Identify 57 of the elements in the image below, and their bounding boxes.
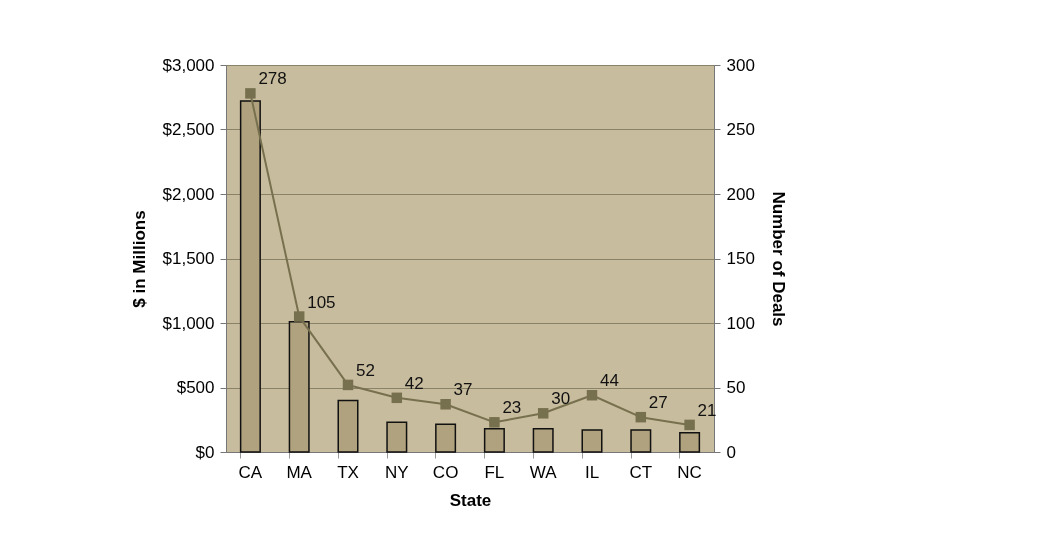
x-tick-label: NY — [384, 462, 409, 482]
data-label: 21 — [697, 400, 717, 420]
data-label: 42 — [404, 373, 424, 393]
y2-tick-label: 50 — [726, 378, 746, 397]
bar — [435, 423, 457, 453]
x-tick-label: TX — [337, 462, 359, 482]
y-tick-label: $500 — [176, 378, 215, 397]
bar — [337, 399, 359, 453]
data-label: 278 — [258, 69, 287, 89]
data-label: 23 — [502, 398, 522, 418]
bar — [532, 428, 554, 453]
y2-tick-label: 200 — [726, 184, 755, 204]
y-tick-label: $0 — [195, 442, 215, 462]
point — [293, 311, 305, 322]
bar — [679, 431, 701, 453]
y-tick-label: $2,500 — [162, 120, 215, 139]
bar — [288, 320, 310, 453]
data-label: 37 — [453, 380, 473, 400]
x-tick-label: WA — [529, 462, 558, 482]
y-tick-label: $2,000 — [162, 184, 215, 204]
y-tick-label: $3,000 — [162, 55, 215, 75]
x-tick-label: CT — [629, 462, 653, 482]
y-tick-label: $1,000 — [162, 313, 215, 333]
x-axis-title: State — [449, 490, 492, 510]
bar — [630, 429, 652, 453]
point — [586, 390, 598, 401]
x-tick-label: CO — [432, 462, 459, 482]
y2-tick-label: 100 — [726, 313, 755, 333]
x-tick-label: NC — [677, 462, 702, 482]
x-tick-label: MA — [286, 462, 313, 482]
data-label: 27 — [648, 393, 668, 413]
data-label: 30 — [551, 389, 571, 409]
point — [684, 419, 695, 431]
y2-axis-title: Number of Deals — [768, 191, 788, 327]
y2-tick-label: 300 — [726, 55, 755, 75]
y2-tick-label: 150 — [726, 249, 755, 268]
y2-tick-label: 0 — [726, 442, 736, 462]
x-tick-label: CA — [238, 462, 263, 482]
y2-tick-label: 250 — [726, 120, 755, 139]
x-tick-label: FL — [484, 462, 505, 482]
point — [537, 408, 549, 419]
point — [391, 392, 403, 404]
data-label: 52 — [356, 360, 375, 380]
x-tick-label: IL — [584, 462, 600, 482]
bar — [386, 421, 408, 453]
data-label: 44 — [600, 371, 619, 391]
point — [489, 417, 500, 428]
y-tick-label: $1,500 — [162, 249, 215, 268]
data-label: 105 — [307, 292, 336, 312]
bar — [483, 428, 505, 453]
point — [635, 411, 647, 423]
bar — [239, 100, 261, 453]
point — [342, 379, 354, 391]
bar — [581, 429, 603, 453]
y-axis-title: $ in Millions — [129, 210, 149, 308]
point — [245, 88, 256, 99]
point — [440, 399, 451, 410]
